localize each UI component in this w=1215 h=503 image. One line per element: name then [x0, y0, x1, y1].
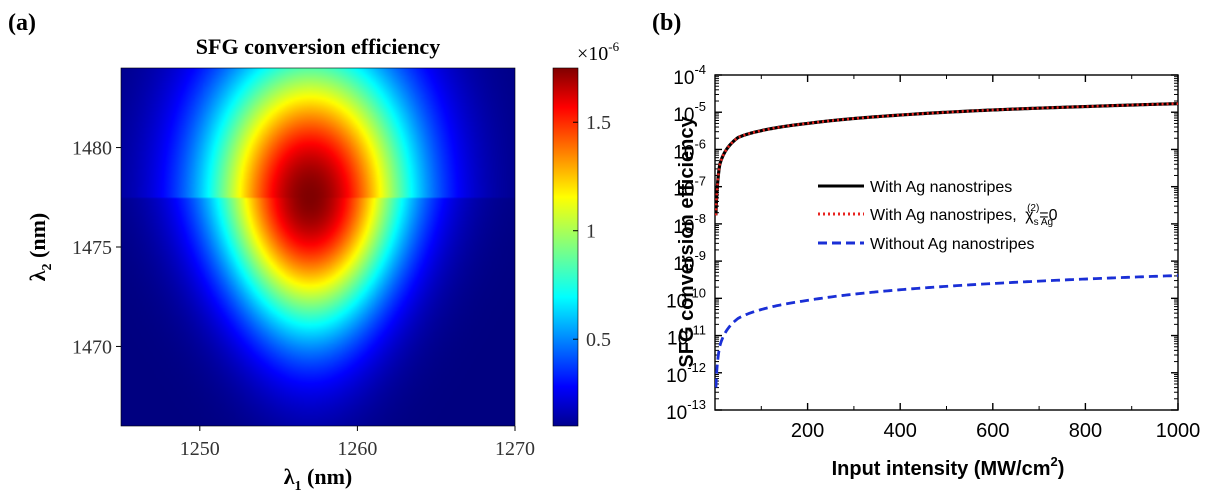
heatmap-x-tick-label-1: 1260 — [337, 438, 377, 460]
y-tick-label-6: 10-10 — [666, 285, 706, 312]
legend-label-3: Without Ag nanostripes — [870, 236, 1035, 253]
heatmap-y-tick-label-2: 1480 — [72, 138, 112, 160]
x-tick-label-0: 200 — [791, 420, 824, 442]
y-tick-label-4: 10-8 — [673, 211, 706, 238]
panel-b: (b) 10-410-510-610-710-810-910-1010-1110… — [652, 10, 1200, 480]
y-tick-label-9: 10-13 — [666, 397, 706, 424]
x-tick-label-4: 1000 — [1156, 420, 1201, 442]
colorbar-frame — [552, 67, 579, 427]
colorbar — [553, 68, 578, 426]
plot-frame — [714, 74, 1179, 411]
x-tick-label-2: 600 — [976, 420, 1009, 442]
x-tick-label-1: 400 — [884, 420, 917, 442]
series-line-dotted — [715, 102, 1178, 216]
colorbar-multiplier: ×10-6 — [577, 39, 620, 65]
y-tick-label-8: 10-12 — [666, 360, 706, 387]
y-tick-label-1: 10-5 — [673, 99, 706, 126]
x-axis-label: Input intensity (MW/cm2) — [832, 454, 1065, 480]
x-tick-label-3: 800 — [1069, 420, 1102, 442]
heatmap-x-ticks: 1250 1260 1270 — [180, 426, 535, 460]
heatmap-title: SFG conversion efficiency — [196, 34, 440, 59]
heatmap-y-ticks: 1470 1475 1480 — [72, 138, 121, 358]
legend-label-2: With Ag nanostripes, χs Ag(2)=0 — [870, 203, 1058, 228]
colorbar-tick-label-0: 0.5 — [586, 329, 611, 351]
heatmap-y-tick-label-0: 1470 — [72, 336, 112, 358]
panel-label-a: (a) — [8, 10, 36, 36]
y-tick-label-7: 10-11 — [667, 323, 706, 350]
colorbar-tick-label-2: 1.5 — [586, 112, 611, 134]
heatmap-x-tick-label-0: 1250 — [180, 438, 220, 460]
y-axis-label: SFG conversion efficiency — [676, 116, 698, 368]
y-tick-label-5: 10-9 — [673, 248, 706, 275]
heatmap-x-label: λ1 (nm) — [284, 464, 353, 494]
panel-a: (a) SFG conversion efficiency 1250 1260 12… — [8, 10, 620, 494]
colorbar-tick-label-1: 1 — [586, 221, 596, 243]
y-tick-label-0: 10-4 — [673, 62, 706, 89]
legend-label-1: With Ag nanostripes — [870, 179, 1012, 196]
y-ticks: 10-4 10-5 10-6 10-7 10-8 10-9 10-10 10-11 10-12 1… — [666, 62, 1178, 424]
heatmap-y-tick-label-1: 1475 — [72, 237, 112, 259]
heatmap-image — [121, 68, 515, 426]
x-ticks: 200 400 600 800 1000 — [760, 75, 1201, 442]
y-tick-label-3: 10-7 — [673, 174, 706, 201]
heatmap-x-tick-label-2: 1270 — [495, 438, 535, 460]
panel-label-b: (b) — [652, 10, 681, 36]
colorbar-ticks: 0.5 1 1.5 — [573, 112, 611, 351]
heatmap-y-label: λ2 (nm) — [25, 213, 55, 282]
series-group — [715, 102, 1178, 388]
y-tick-label-2: 10-6 — [673, 136, 706, 163]
legend: With Ag nanostripes With Ag nanostripes,… — [818, 179, 1058, 253]
